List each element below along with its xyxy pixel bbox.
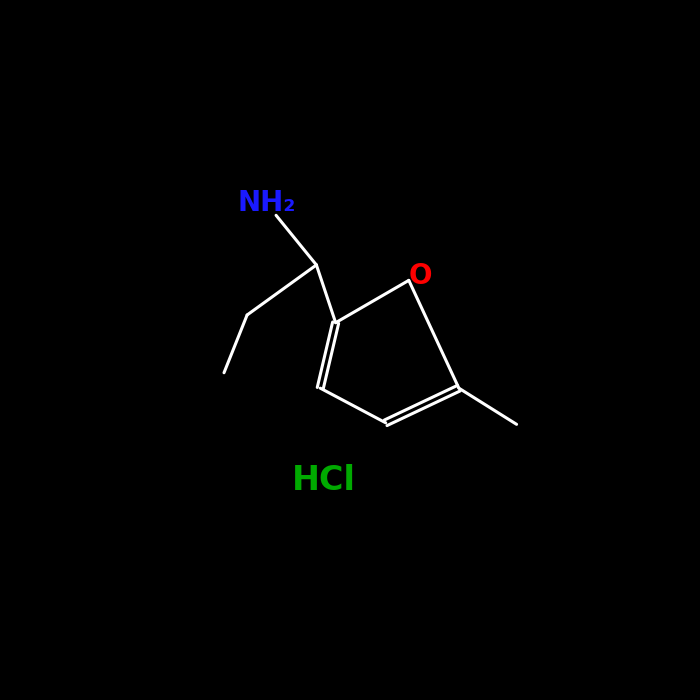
Text: NH₂: NH₂ [237,189,295,217]
Text: O: O [409,262,432,290]
Text: HCl: HCl [292,464,356,497]
